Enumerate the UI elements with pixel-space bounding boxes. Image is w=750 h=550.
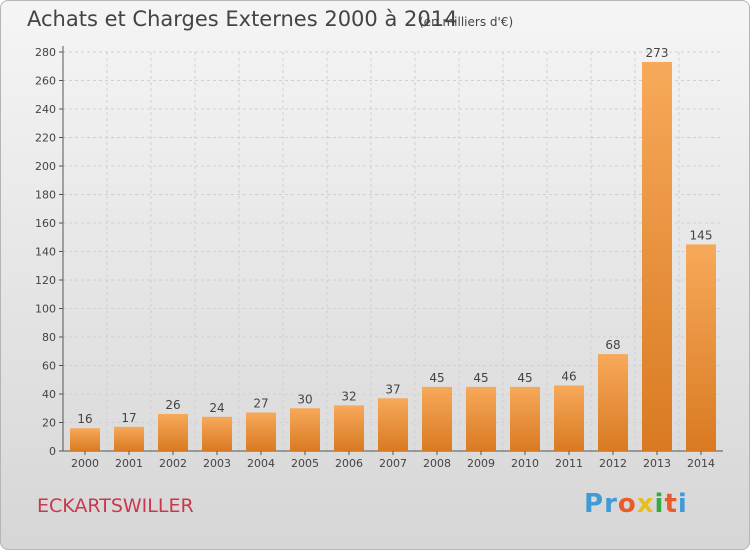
x-tick-label: 2001 xyxy=(115,457,143,470)
data-label: 27 xyxy=(253,397,268,411)
bar xyxy=(598,354,628,451)
bar xyxy=(554,385,584,451)
data-label: 273 xyxy=(646,46,669,60)
bar xyxy=(158,413,188,451)
bar xyxy=(246,412,276,451)
data-label: 45 xyxy=(429,371,444,385)
logo-letter: t xyxy=(664,489,678,519)
data-label: 26 xyxy=(165,398,180,412)
bar xyxy=(686,244,716,451)
bar xyxy=(378,398,408,451)
y-tick-label: 140 xyxy=(35,246,56,259)
data-label: 30 xyxy=(297,392,312,406)
y-tick-label: 80 xyxy=(42,331,56,344)
y-tick-label: 280 xyxy=(35,46,56,59)
bar xyxy=(290,408,320,451)
data-label: 37 xyxy=(385,382,400,396)
y-tick-label: 180 xyxy=(35,189,56,202)
bar xyxy=(114,426,144,451)
y-tick-label: 0 xyxy=(49,445,56,458)
chart-title: Achats et Charges Externes 2000 à 2014 xyxy=(27,7,458,31)
y-tick-label: 160 xyxy=(35,217,56,230)
bar xyxy=(334,405,364,451)
bar xyxy=(510,386,540,451)
y-tick-label: 200 xyxy=(35,160,56,173)
x-tick-label: 2011 xyxy=(555,457,583,470)
logo-letter: x xyxy=(636,489,655,519)
commune-name: ECKARTSWILLER xyxy=(37,495,194,517)
logo-letter: i xyxy=(654,489,665,519)
bar xyxy=(202,416,232,451)
x-tick-label: 2010 xyxy=(511,457,539,470)
x-tick-label: 2006 xyxy=(335,457,363,470)
x-tick-label: 2005 xyxy=(291,457,319,470)
y-tick-label: 240 xyxy=(35,103,56,116)
proxiti-logo: Proxiti xyxy=(584,489,688,519)
logo-letter: i xyxy=(677,489,688,519)
x-tick-label: 2000 xyxy=(71,457,99,470)
logo-letter: P xyxy=(584,489,605,519)
data-label: 145 xyxy=(690,228,713,242)
x-tick-label: 2004 xyxy=(247,457,275,470)
y-tick-label: 220 xyxy=(35,132,56,145)
x-tick-label: 2002 xyxy=(159,457,187,470)
data-label: 17 xyxy=(121,411,136,425)
data-label: 68 xyxy=(605,338,620,352)
bar xyxy=(466,386,496,451)
data-label: 45 xyxy=(517,371,532,385)
labels: 0 20 40 60 80 100 120 140 160 180 200 220 240 260 280 2… xyxy=(35,46,715,470)
x-tick-label: 2008 xyxy=(423,457,451,470)
x-tick-label: 2009 xyxy=(467,457,495,470)
unit-note: (en milliers d'€) xyxy=(419,15,514,29)
y-tick-label: 60 xyxy=(42,360,56,373)
x-tick-label: 2003 xyxy=(203,457,231,470)
logo-letter: o xyxy=(617,489,637,519)
data-label: 16 xyxy=(77,412,92,426)
bars xyxy=(70,61,716,451)
y-tick-label: 260 xyxy=(35,75,56,88)
data-label: 45 xyxy=(473,371,488,385)
logo-letter: r xyxy=(604,489,618,519)
x-tick-label: 2007 xyxy=(379,457,407,470)
y-tick-label: 120 xyxy=(35,274,56,287)
bar xyxy=(70,428,100,451)
y-tick-label: 20 xyxy=(42,417,56,430)
x-tick-label: 2013 xyxy=(643,457,671,470)
x-tick-label: 2012 xyxy=(599,457,627,470)
bar xyxy=(422,386,452,451)
data-label: 24 xyxy=(209,401,224,415)
bar xyxy=(642,61,672,451)
data-label: 46 xyxy=(561,369,576,383)
y-tick-label: 100 xyxy=(35,303,56,316)
y-tick-label: 40 xyxy=(42,388,56,401)
x-tick-label: 2014 xyxy=(687,457,715,470)
data-label: 32 xyxy=(341,389,356,403)
